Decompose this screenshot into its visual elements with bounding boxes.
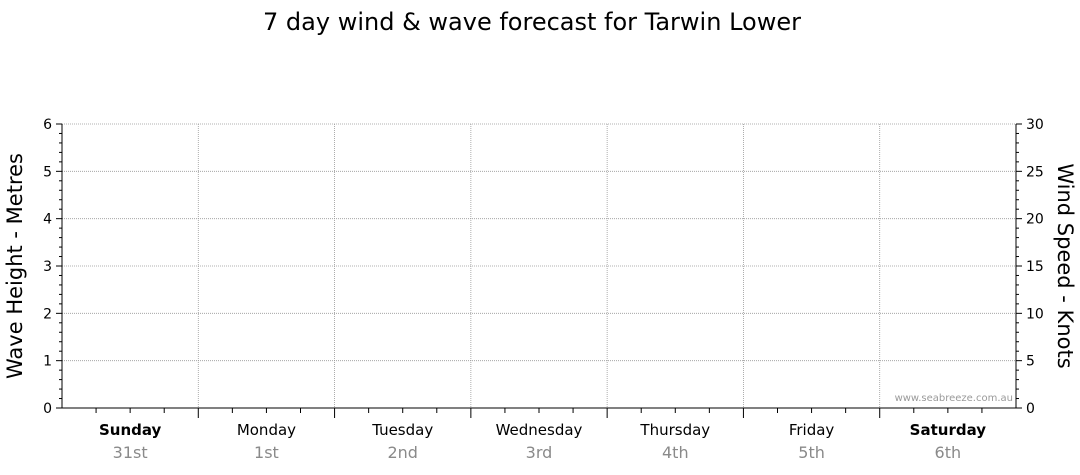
day-date-label: 4th: [662, 443, 689, 462]
left-tick-label: 2: [43, 306, 52, 322]
day-date-label: 31st: [113, 443, 148, 462]
day-date-label: 2nd: [387, 443, 417, 462]
right-tick-label: 5: [1026, 354, 1035, 370]
right-tick-label: 25: [1026, 164, 1044, 180]
right-tick-label: 15: [1026, 259, 1044, 275]
day-name-label: Saturday: [910, 421, 987, 439]
day-date-label: 3rd: [526, 443, 553, 462]
right-axis-label: Wind Speed - Knots: [1053, 163, 1077, 368]
left-tick-label: 0: [43, 401, 52, 417]
day-date-label: 5th: [798, 443, 825, 462]
watermark: www.seabreeze.com.au: [895, 393, 1013, 404]
day-date-label: 1st: [254, 443, 279, 462]
day-name-label: Thursday: [639, 421, 710, 439]
left-tick-label: 1: [43, 354, 52, 370]
right-tick-label: 0: [1026, 401, 1035, 417]
left-tick-label: 4: [43, 212, 52, 228]
x-axis: Sunday 31st Monday 1st Tuesday 2nd Wednesday 3r…: [62, 407, 1016, 462]
day-name-label: Sunday: [99, 421, 162, 439]
right-tick-label: 20: [1026, 212, 1044, 228]
left-tick-label: 6: [43, 117, 52, 133]
day-name-label: Friday: [789, 421, 835, 439]
right-axis: 0 5 10 15 20 25 30: [1015, 117, 1044, 417]
day-name-label: Wednesday: [496, 421, 583, 439]
chart-title: 7 day wind & wave forecast for Tarwin Lo…: [263, 8, 801, 36]
right-tick-label: 30: [1026, 117, 1044, 133]
left-axis: 0 1 2 3 4 5 6: [43, 117, 63, 417]
grid: [62, 123, 1016, 408]
left-axis-label: Wave Height - Metres: [3, 153, 27, 379]
day-name-label: Tuesday: [371, 421, 433, 439]
day-date-label: 6th: [935, 443, 962, 462]
left-tick-label: 3: [43, 259, 52, 275]
left-tick-label: 5: [43, 164, 52, 180]
day-name-label: Monday: [237, 421, 296, 439]
right-tick-label: 10: [1026, 306, 1044, 322]
